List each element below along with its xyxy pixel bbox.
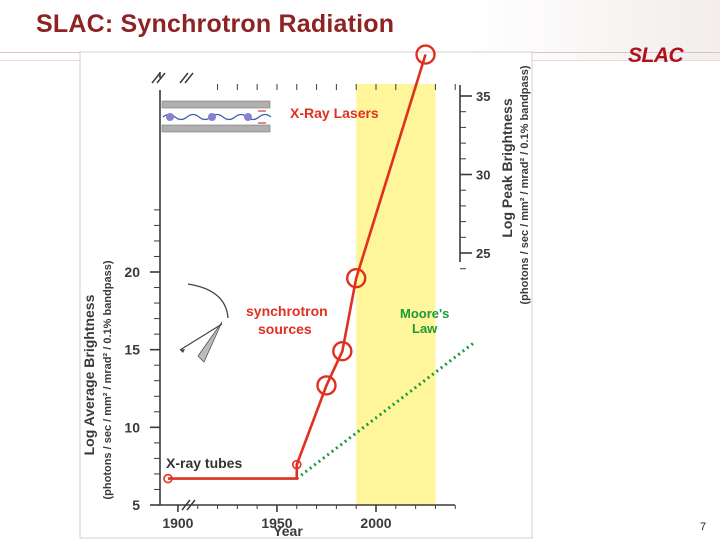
x-tick-label: 2000 — [360, 515, 391, 531]
bottom-axis-break — [181, 499, 196, 511]
y-left-tick-label: 5 — [132, 497, 140, 513]
y-left-tick-label: 15 — [124, 342, 140, 358]
y-left-axis-units: (photons / sec / mm² / mrad² / 0.1% band… — [102, 260, 114, 499]
y-right-tick-label: 30 — [476, 168, 490, 183]
page-number: 7 — [700, 521, 707, 533]
figure-background — [79, 51, 533, 539]
annotation-synchrotron: synchrotron — [246, 303, 328, 319]
y-left-tick-label: 10 — [124, 419, 140, 435]
annotation-xray-tubes: X-ray tubes — [166, 455, 242, 471]
data-point-marker — [415, 44, 436, 65]
data-point-marker — [316, 375, 337, 396]
header-gradient — [470, 0, 720, 60]
y-left-tick-label: 20 — [124, 264, 140, 280]
slide-title: SLAC: Synchrotron Radiation — [36, 10, 395, 38]
data-point-marker — [163, 473, 173, 484]
annotation-sources: sources — [258, 321, 312, 337]
tick-labels: 5 10 15 20 25 30 35 1900 1950 2000 — [124, 89, 490, 531]
slac-logo: SLAC — [628, 44, 684, 67]
tick-marks — [150, 84, 472, 512]
data-point-marker — [332, 341, 353, 362]
y-right-axis-label: Log Peak Brightness — [499, 98, 515, 237]
synchrotron-illustration — [179, 283, 229, 363]
x-axis-label: Year — [273, 523, 303, 539]
x-tick-label: 1900 — [162, 515, 193, 531]
undulator-illustration — [161, 100, 272, 133]
series-moores-law — [295, 340, 476, 480]
series-brightness — [168, 54, 427, 480]
y-left-axis-label: Log Average Brightness — [81, 294, 97, 455]
series-markers — [163, 44, 436, 484]
y-right-axis-units: (photons / sec / mm² / mrad² / 0.1% band… — [519, 65, 531, 304]
left-axis-break — [151, 72, 166, 84]
y-right-tick-label: 25 — [476, 246, 490, 261]
annotation-xray-lasers: X-Ray Lasers — [290, 105, 379, 121]
data-point-marker — [291, 459, 302, 470]
annotation-law: Law — [412, 321, 438, 336]
x-tick-label: 1950 — [261, 515, 292, 531]
data-point-marker — [345, 268, 367, 289]
y-right-tick-label: 35 — [476, 89, 490, 104]
annotation-moores: Moore's — [400, 306, 449, 321]
top-axis-break — [179, 72, 194, 84]
